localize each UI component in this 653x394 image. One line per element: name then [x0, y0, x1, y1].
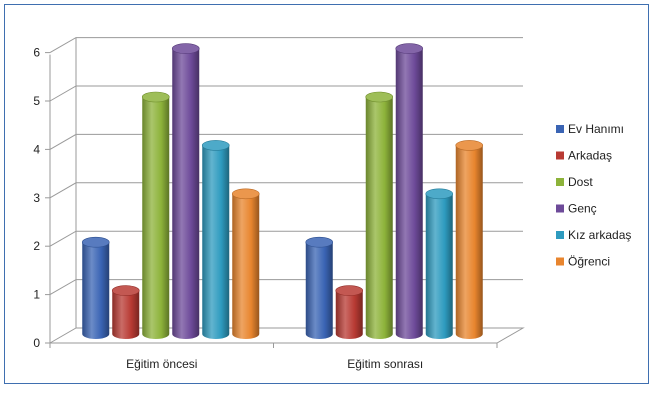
- bar: [201, 140, 230, 339]
- legend-item: Öğrenci: [556, 255, 610, 269]
- bar-top: [455, 140, 484, 151]
- y-tick-label: 5: [33, 94, 40, 108]
- legend-item: Kız arkadaş: [556, 228, 631, 242]
- bar-body: [202, 145, 230, 339]
- y-tick-label: 1: [33, 288, 40, 302]
- legend-swatch: [556, 204, 564, 213]
- bar-body: [455, 145, 483, 339]
- legend-item: Arkadaş: [556, 149, 612, 163]
- y-tick-label: 6: [33, 46, 40, 60]
- bar-top: [111, 285, 140, 296]
- bar: [365, 91, 394, 339]
- legend-swatch: [556, 178, 564, 186]
- bar-body: [365, 97, 393, 339]
- bar-top: [365, 91, 394, 103]
- bar: [425, 188, 454, 339]
- x-category-label: Eğitim öncesi: [126, 357, 197, 371]
- bar-top: [335, 285, 364, 296]
- gridline: [49, 37, 523, 54]
- legend-label: Ev Hanımı: [568, 122, 624, 136]
- legend-swatch: [556, 231, 564, 239]
- bar-body: [172, 48, 200, 339]
- bar-body: [335, 290, 363, 339]
- bar-body: [112, 290, 140, 339]
- bar-body: [232, 193, 260, 339]
- bar-body: [425, 193, 453, 339]
- gridline: [49, 133, 523, 150]
- x-category-label: Eğitim sonrası: [347, 357, 423, 371]
- bar-top: [305, 236, 334, 248]
- bars: [81, 43, 484, 339]
- bar-body: [395, 48, 423, 339]
- y-tick-label: 4: [33, 142, 40, 156]
- bar-body: [305, 242, 333, 339]
- bar: [171, 43, 200, 339]
- legend-label: Arkadaş: [568, 149, 612, 163]
- x-axis: Eğitim öncesi Eğitim sonrası: [49, 343, 498, 371]
- bar-body: [82, 242, 110, 339]
- bar-top: [425, 188, 454, 200]
- bar: [395, 43, 424, 339]
- bar-top: [81, 236, 110, 248]
- legend-item: Ev Hanımı: [556, 122, 624, 136]
- legend-swatch: [556, 257, 564, 266]
- bar: [231, 188, 260, 339]
- bar-body: [142, 97, 170, 339]
- bar: [81, 236, 110, 339]
- legend-item: Dost: [556, 175, 593, 189]
- legend-swatch: [556, 125, 564, 133]
- bar-top: [171, 43, 200, 54]
- bar-top: [141, 91, 170, 103]
- bar: [455, 140, 484, 339]
- legend-label: Genç: [568, 202, 597, 216]
- bar-top: [201, 140, 230, 151]
- y-tick-label: 0: [33, 336, 40, 350]
- y-tick-label: 3: [33, 191, 40, 205]
- bar: [111, 285, 140, 339]
- legend-swatch: [556, 151, 564, 160]
- y-axis: 0 1 2 3 4 5 6: [33, 46, 50, 350]
- legend-item: Genç: [556, 202, 597, 216]
- bar-top: [395, 43, 424, 54]
- gridline: [49, 85, 523, 102]
- bar: [141, 91, 170, 339]
- legend-label: Dost: [568, 175, 593, 189]
- legend-label: Öğrenci: [568, 255, 610, 269]
- bar: [335, 285, 364, 339]
- legend-label: Kız arkadaş: [568, 228, 631, 242]
- y-tick-label: 2: [33, 239, 40, 253]
- bar: [305, 236, 334, 339]
- bar-top: [231, 188, 260, 200]
- legend: Ev Hanımı Arkadaş Dost Genç Kız arkadaş Öğren…: [556, 122, 631, 269]
